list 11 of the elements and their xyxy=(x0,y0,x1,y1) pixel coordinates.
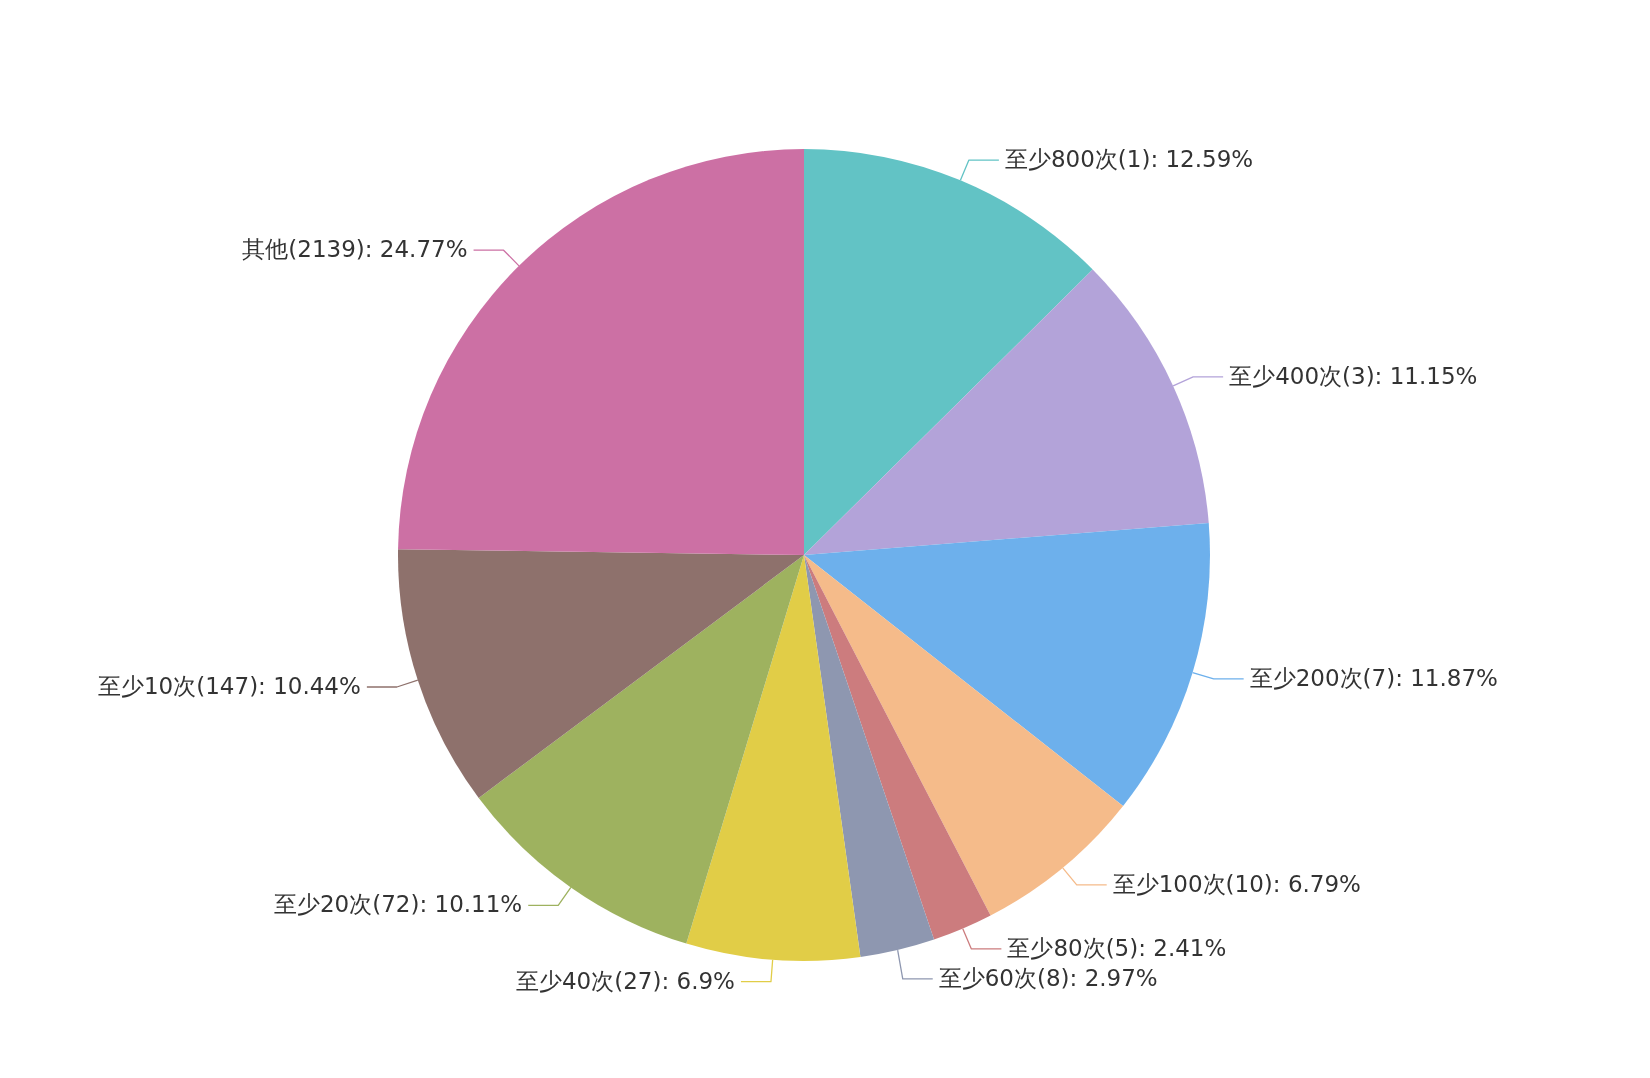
slice-label: 至少10次(147): 10.44% xyxy=(97,673,361,699)
slice-label: 其他(2139): 24.77% xyxy=(242,236,468,263)
slice-label: 至少200次(7): 11.87% xyxy=(1249,664,1498,691)
slice-label: 至少60次(8): 2.97% xyxy=(938,964,1158,991)
slice-label: 至少800次(1): 12.59% xyxy=(1004,146,1254,173)
slice-label: 至少80次(5): 2.41% xyxy=(1007,934,1227,961)
pie-slice xyxy=(804,149,1093,555)
slice-label: 至少20次(72): 10.11% xyxy=(273,891,523,918)
slice-label: 至少400次(3): 11.15% xyxy=(1229,362,1478,389)
slice-label: 至少100次(10): 6.79% xyxy=(1112,870,1361,897)
slice-label: 至少40次(27): 6.9% xyxy=(515,967,735,994)
